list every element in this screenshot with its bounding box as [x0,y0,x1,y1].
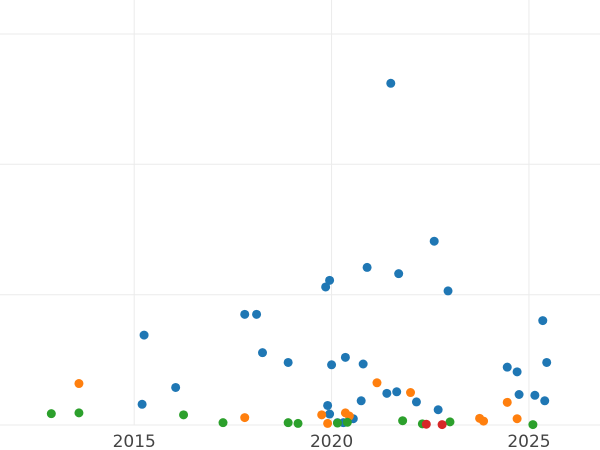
data-point [443,286,453,296]
gridlines [0,0,600,426]
data-point [502,362,512,372]
data-point [528,420,538,430]
data-point [421,419,431,429]
data-point [317,410,327,420]
data-point [283,418,293,428]
data-point [171,382,181,392]
x-axis-ticks: 2015 2020 2025 [113,432,551,450]
data-point [514,390,524,400]
data-point [46,409,56,419]
data-point [137,399,147,409]
data-point [74,379,84,389]
data-point [392,387,402,397]
data-point [323,400,333,410]
data-point [512,414,522,424]
data-point [258,348,267,358]
data-point [293,418,303,428]
data-point [74,408,84,418]
data-point [240,413,250,423]
data-point [512,367,522,377]
data-point [398,416,408,426]
data-point [323,418,333,428]
data-point [218,418,228,428]
data-point [445,417,455,427]
data-point [538,316,548,326]
data-point [252,309,262,319]
data-points [46,78,552,430]
data-point [406,388,416,398]
data-point [333,418,342,428]
data-point [530,390,540,400]
data-point [342,417,352,427]
data-point [411,397,421,407]
data-point [502,397,512,407]
x-tick-label: 2025 [507,432,550,450]
data-point [382,388,392,398]
data-point [362,262,372,272]
data-point [321,282,331,292]
data-point [540,396,550,406]
data-point [240,309,250,319]
data-point [340,352,350,362]
x-tick-label: 2015 [113,432,156,450]
data-point [358,359,368,369]
data-point [433,405,443,415]
data-point [372,378,382,388]
data-point [179,410,189,420]
data-point [325,275,335,285]
x-tick-label: 2020 [310,432,353,450]
data-point [394,269,404,279]
data-point [356,396,366,406]
data-point [327,360,337,370]
data-point [325,409,335,419]
data-point [479,416,489,426]
data-point [139,330,149,340]
data-point [429,236,439,246]
data-point [283,357,293,367]
data-point [542,357,552,367]
data-point [437,420,447,430]
data-point [386,78,396,88]
